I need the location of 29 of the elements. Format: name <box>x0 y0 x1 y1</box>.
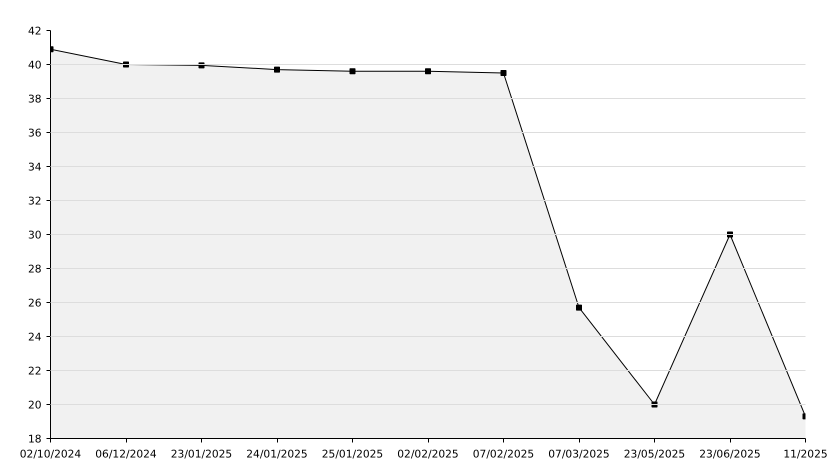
point <box>500 70 506 76</box>
y-tick-label: 18 <box>28 432 42 446</box>
x-tick-label: 23/05/2025 <box>624 448 686 460</box>
y-tick-label: 24 <box>28 330 42 344</box>
x-tick-label: 07/03/2025 <box>548 448 610 460</box>
x-tick-label: 02/02/2025 <box>397 448 459 460</box>
point <box>350 68 356 74</box>
point <box>425 68 431 74</box>
x-tick-label: 24/01/2025 <box>246 448 308 460</box>
y-tick-label: 40 <box>28 58 42 72</box>
x-tick-label: 23/06/2025 <box>699 448 761 460</box>
y-tick-label: 34 <box>28 160 42 174</box>
y-tick-label: 42 <box>28 24 42 38</box>
y-tick-label: 38 <box>28 92 42 106</box>
x-tick-label: 06/12/2024 <box>95 448 157 460</box>
point <box>576 304 582 311</box>
y-tick-label: 28 <box>28 262 42 276</box>
y-tick-label: 26 <box>28 296 42 310</box>
x-tick-label: 11/2025 <box>783 448 828 460</box>
y-tick-label: 32 <box>28 194 42 208</box>
x-tick-label: 25/01/2025 <box>322 448 384 460</box>
x-tick-label: 23/01/2025 <box>170 448 232 460</box>
y-tick-label: 22 <box>28 364 42 378</box>
point <box>274 66 280 73</box>
y-tick-label: 20 <box>28 398 42 412</box>
x-tick-label: 07/02/2025 <box>472 448 534 460</box>
x-tick-label: 02/10/2024 <box>20 448 82 460</box>
y-tick-label: 36 <box>28 126 42 140</box>
y-tick-label: 30 <box>28 228 42 242</box>
